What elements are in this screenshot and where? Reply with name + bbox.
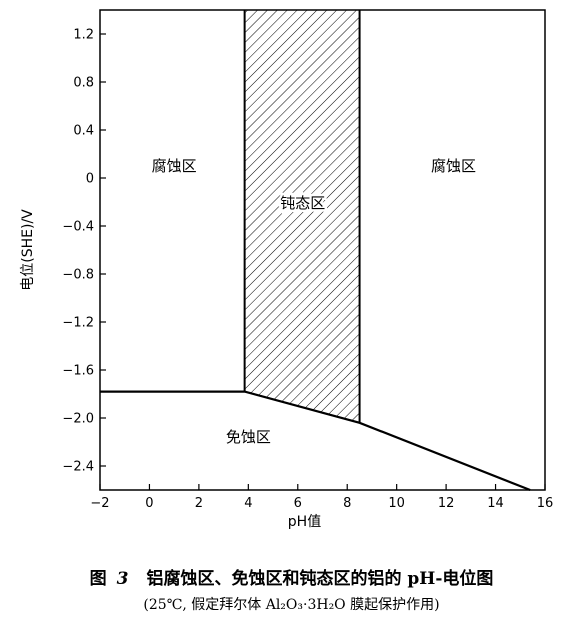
immunity-boundary-line xyxy=(100,390,531,492)
x-axis-title: pH值 xyxy=(288,514,321,530)
x-tick-label: 6 xyxy=(294,496,302,511)
x-tick-label: 12 xyxy=(438,496,455,511)
plot-frame xyxy=(99,9,546,491)
y-tick-label: 1.2 xyxy=(73,28,94,43)
y-tick-label: −1.2 xyxy=(62,316,94,331)
y-tick-label: −1.6 xyxy=(62,364,94,379)
y-tick-label: 0 xyxy=(86,172,94,187)
y-axis-ticks: 1.2 0.8 0.4 0 −0.4 −0.8 −1.2 −1.6 −2.0 −2.4 xyxy=(62,28,106,475)
y-tick-label: −2.0 xyxy=(62,412,94,427)
region-label: 钝态区 xyxy=(280,194,325,212)
caption-prefix: 图 xyxy=(89,569,107,589)
region-label: 免蚀区 xyxy=(226,428,271,446)
y-tick-label: −0.8 xyxy=(62,268,94,283)
region-label: 腐蚀区 xyxy=(431,157,476,175)
caption-figure-number: 3 xyxy=(116,569,129,589)
ph-potential-chart: −2 0 2 4 6 8 10 12 14 16 1.2 0.8 0.4 0 −0.4 −0.8 −1.2 −1… xyxy=(20,9,553,530)
x-tick-label: 0 xyxy=(145,496,153,511)
x-tick-label: 2 xyxy=(195,496,203,511)
caption-text: 铝腐蚀区、免蚀区和钝态区的铝的 pH-电位图 xyxy=(146,569,494,589)
x-tick-label: 10 xyxy=(388,496,405,511)
y-tick-label: 0.4 xyxy=(73,124,94,139)
y-tick-label: −2.4 xyxy=(62,460,94,475)
x-axis-ticks: −2 0 2 4 6 8 10 12 14 16 xyxy=(90,484,553,511)
passive-region-hatch xyxy=(244,10,360,423)
region-label: 腐蚀区 xyxy=(152,157,197,175)
x-tick-label: 4 xyxy=(244,496,252,511)
y-axis-title: 电位(SHE)/V xyxy=(20,209,36,291)
x-tick-label: 8 xyxy=(343,496,351,511)
figure-caption-note: (25℃, 假定拜尔体 Al₂O₃·3H₂O 膜起保护作用) xyxy=(143,597,440,613)
y-tick-label: 0.8 xyxy=(73,76,94,91)
x-tick-label: 14 xyxy=(487,496,504,511)
y-tick-label: −0.4 xyxy=(62,220,94,235)
figure-caption: 图 3 铝腐蚀区、免蚀区和钝态区的铝的 pH-电位图 xyxy=(0,564,583,589)
x-tick-label: 16 xyxy=(537,496,554,511)
x-tick-label: −2 xyxy=(90,496,109,511)
